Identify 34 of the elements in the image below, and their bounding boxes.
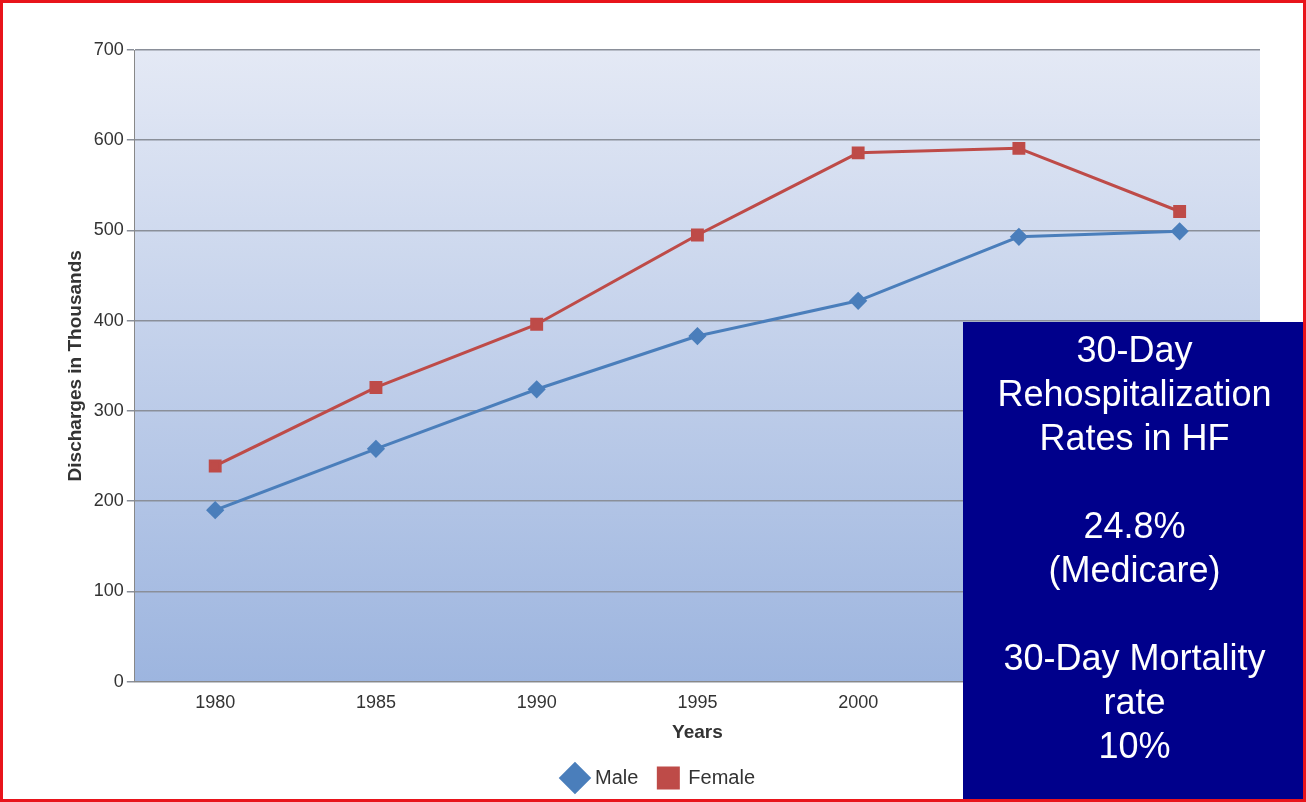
point — [849, 292, 867, 310]
y-tick-label: 600 — [93, 129, 124, 150]
x-tick-label: 1985 — [355, 692, 396, 713]
y-tick-label: 200 — [93, 490, 124, 511]
annotation: 24.8% (Medicare) — [1047, 504, 1222, 592]
point — [690, 228, 704, 242]
y-tick-label: 0 — [113, 670, 124, 691]
point — [1173, 205, 1187, 218]
x-axis-title: Years — [672, 720, 723, 742]
y-tick-label: 100 — [93, 580, 124, 601]
point — [530, 317, 544, 331]
legend-label: Female — [688, 765, 756, 788]
y-tick-label: 500 — [93, 219, 124, 240]
x-tick-label: 1990 — [516, 692, 557, 713]
point — [851, 146, 865, 160]
point — [206, 501, 224, 519]
point — [369, 381, 383, 394]
point — [528, 380, 546, 398]
x-tick-label: 2000 — [838, 692, 879, 713]
point — [208, 459, 222, 473]
x-tick-label: 1995 — [677, 692, 718, 713]
legend-label: Male — [594, 765, 639, 788]
point — [367, 440, 385, 458]
x-tick-label: 1980 — [195, 692, 236, 713]
point — [688, 327, 706, 345]
point — [1012, 141, 1026, 155]
annotation: 30-Day Mortality rate 10% — [1002, 636, 1267, 768]
y-tick-label: 300 — [93, 399, 124, 420]
point — [1010, 228, 1028, 246]
y-tick-label: 400 — [93, 309, 124, 330]
y-axis-title: Discharges in Thousands — [63, 250, 85, 482]
annotation: 30-Day Rehospitalization Rates in HF — [996, 328, 1273, 460]
point — [1171, 222, 1189, 240]
y-tick-label: 700 — [93, 38, 124, 59]
